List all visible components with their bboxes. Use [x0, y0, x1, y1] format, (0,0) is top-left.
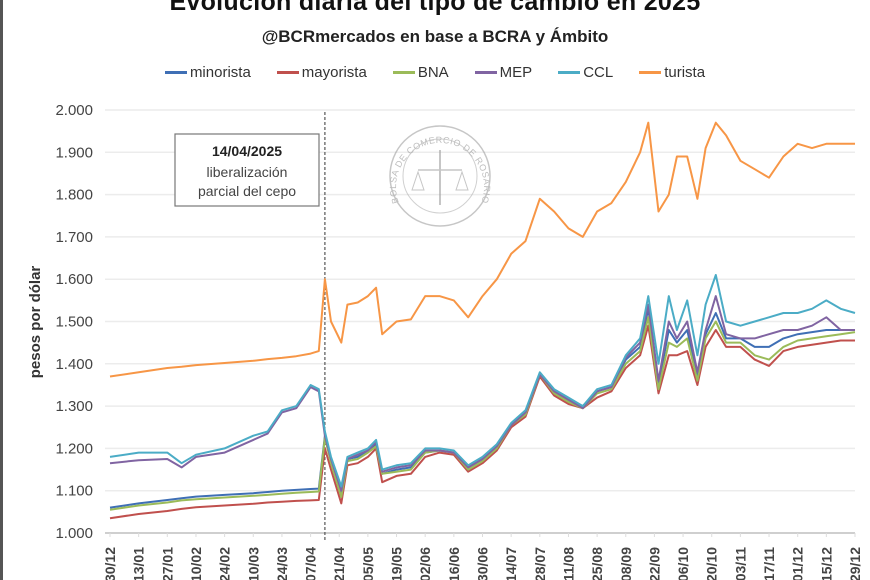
x-tick-label: 30/12: [102, 547, 118, 580]
legend-label: minorista: [189, 64, 251, 81]
y-axis-label: pesos por dólar: [27, 266, 44, 379]
bcr-seal-watermark: BOLSA DE COMERCIO DE ROSARIO: [388, 125, 492, 227]
legend: minorista mayorista BNA MEP CCL turista: [0, 64, 870, 81]
x-tick-label: 22/09: [646, 547, 662, 580]
x-tick-label: 13/01: [131, 547, 147, 580]
x-tick-label: 14/07: [503, 547, 519, 580]
legend-swatch: [558, 71, 581, 74]
x-tick-label: 29/12: [847, 547, 863, 580]
legend-item-mayorista: mayorista: [276, 64, 367, 81]
seal-inner-ring: [402, 138, 478, 214]
series-line-mayorista: [109, 324, 855, 520]
y-tick-label: 1.400: [55, 356, 93, 373]
x-tick-label: 07/04: [303, 547, 319, 580]
chart-subtitle: @BCRmercados en base a BCRA y Ámbito: [261, 27, 609, 46]
x-tick-label: 10/03: [245, 547, 261, 580]
seal-outer-ring: [389, 125, 491, 227]
x-tick-label: 25/08: [589, 547, 605, 580]
x-tick-label: 24/03: [274, 547, 290, 580]
chart-title: Evolución diaria del tipo de cambio en 2…: [169, 0, 701, 16]
y-tick-label: 1.100: [55, 483, 93, 500]
legend-swatch: [164, 71, 187, 74]
y-tick-label: 1.900: [55, 144, 93, 161]
x-tick-label: 30/06: [475, 547, 491, 580]
legend-label: mayorista: [301, 64, 367, 81]
series-line-bna: [109, 316, 856, 511]
annotation-text: liberalización: [207, 164, 288, 180]
y-tick-label: 2.000: [55, 102, 93, 119]
x-tick-label: 11/08: [560, 547, 576, 580]
y-tick-label: 1.600: [55, 271, 93, 288]
legend-item-minorista: minorista: [164, 64, 251, 81]
x-tick-label: 27/01: [159, 547, 175, 580]
x-tick-label: 28/07: [532, 547, 548, 580]
scales-icon: [411, 170, 469, 191]
x-tick-label: 01/12: [790, 547, 806, 580]
annotation-box: [174, 133, 320, 207]
x-tick-label: 03/11: [732, 547, 748, 580]
legend-label: BNA: [417, 64, 449, 81]
legend-label: CCL: [583, 64, 614, 81]
x-tick-label: 16/06: [446, 547, 462, 580]
x-tick-label: 21/04: [331, 547, 347, 580]
image-border: [0, 0, 3, 580]
x-tick-label: 10/02: [188, 547, 204, 580]
x-tick-label: 05/05: [360, 547, 376, 580]
legend-swatch: [392, 71, 415, 74]
x-tick-label: 15/12: [818, 547, 834, 580]
y-tick-label: 1.700: [55, 229, 93, 246]
x-tick-label: 17/11: [761, 547, 777, 580]
legend-swatch: [276, 71, 299, 74]
legend-item-ccl: CCL: [558, 64, 613, 81]
legend-swatch: [639, 71, 662, 74]
legend-item-bna: BNA: [392, 64, 449, 81]
y-tick-label: 1.200: [55, 440, 93, 457]
series-line-mep: [109, 295, 855, 492]
annotation-text: 14/04/2025: [212, 143, 282, 159]
x-tick-label: 19/05: [389, 547, 405, 580]
x-tick-label: 06/10: [675, 547, 691, 580]
legend-label: turista: [664, 64, 706, 81]
legend-item-turista: turista: [639, 64, 705, 81]
y-tick-label: 1.300: [55, 398, 93, 415]
x-tick-label: 02/06: [417, 547, 433, 580]
y-tick-label: 1.000: [55, 525, 93, 542]
x-tick-label: 08/09: [618, 547, 634, 580]
y-tick-label: 1.800: [55, 187, 93, 204]
series-line-ccl: [109, 274, 856, 488]
x-tick-label: 20/10: [704, 547, 720, 580]
annotation-text: parcial del cepo: [198, 183, 296, 199]
y-tick-label: 1.500: [55, 314, 93, 331]
legend-label: MEP: [499, 64, 533, 81]
legend-item-mep: MEP: [474, 64, 533, 81]
x-tick-label: 24/02: [217, 547, 233, 580]
series-line-turista: [109, 121, 855, 378]
legend-swatch: [474, 71, 497, 74]
